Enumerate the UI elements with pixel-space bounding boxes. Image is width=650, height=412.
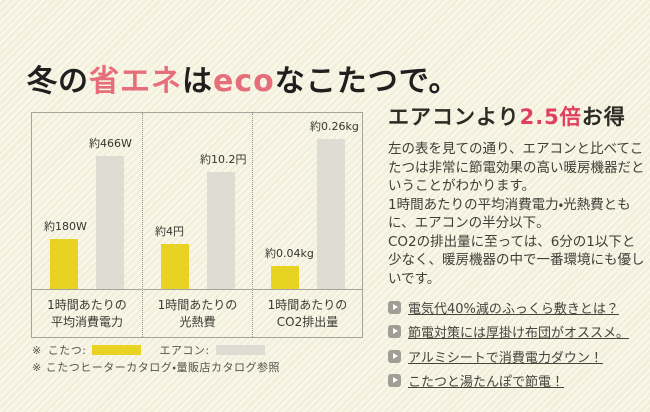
chart-column: 約180W 約466W 1時間あたりの 平均消費電力 xyxy=(32,113,142,337)
legend-label: こたつ: xyxy=(47,344,87,357)
bar-value-label-aircon: 約466W xyxy=(89,137,132,150)
title-segment: 冬の xyxy=(27,64,89,100)
bar-aircon xyxy=(96,156,124,289)
legend-swatch xyxy=(92,345,142,355)
bar-kotatsu xyxy=(271,266,299,289)
arrow-right-icon xyxy=(388,300,401,314)
heading-segment: エアコンより xyxy=(388,105,520,129)
bar-value-label-kotatsu: 約0.04kg xyxy=(265,247,314,260)
paragraph-sentence: 1時間あたりの平均消費電力・光熱費ともに、エアコンの半分以下。 xyxy=(388,196,631,232)
chart-plot: 約4円 約10.2円 xyxy=(143,113,252,289)
legend-item: こたつ: xyxy=(48,342,142,358)
bar-value-label-kotatsu: 約4円 xyxy=(155,225,184,238)
bar-aircon xyxy=(207,172,235,289)
heading-segment: お得 xyxy=(581,105,626,129)
arrow-right-icon xyxy=(388,325,401,339)
link-item[interactable]: 電気代40%減のふっくら敷きとは？ xyxy=(388,295,646,320)
title-segment-accent: eco xyxy=(213,64,275,100)
chart-plot: 約0.04kg 約0.26kg xyxy=(253,113,362,289)
category-label: 1時間あたりの 平均消費電力 xyxy=(32,289,142,337)
bar-aircon xyxy=(317,139,345,289)
link-label: アルミシートで消費電力ダウン！ xyxy=(408,350,603,366)
category-label: 1時間あたりの CO2排出量 xyxy=(253,289,362,337)
source-note: ※ こたつヒーターカタログ・量販店カタログ参照 xyxy=(32,361,280,374)
panel-paragraph: 左の表を見ての通り、エアコンと比べてこたつは非常に節電効果の高い暖房機器だという… xyxy=(388,140,646,288)
heading-segment-accent: 2.5倍 xyxy=(519,105,582,129)
chart-column: 約0.04kg 約0.26kg 1時間あたりの CO2排出量 xyxy=(252,113,362,337)
link-label: 電気代40%減のふっくら敷きとは？ xyxy=(408,301,619,317)
legend-note-mark: ※ xyxy=(32,343,42,357)
legend-label: エアコン: xyxy=(159,344,210,357)
link-label: 節電対策には厚掛け布団がオススメ。 xyxy=(408,326,630,342)
chart-plot: 約180W 約466W xyxy=(32,113,142,289)
bar-value-label-kotatsu: 約180W xyxy=(44,220,87,233)
link-label: こたつと湯たんぽで節電！ xyxy=(408,375,565,391)
bar-chart: 約180W 約466W 1時間あたりの 平均消費電力 約4円 約10.2円 1時… xyxy=(31,112,363,338)
info-panel: エアコンより2.5倍お得 左の表を見ての通り、エアコンと比べてこたつは非常に節電… xyxy=(388,101,646,393)
legend-swatch xyxy=(215,345,265,355)
chart-column: 約4円 約10.2円 1時間あたりの 光熱費 xyxy=(142,113,252,337)
paragraph-sentence: 左の表を見ての通り、エアコンと比べてこたつは非常に節電効果の高い暖房機器だという… xyxy=(388,141,645,194)
link-item[interactable]: こたつと湯たんぽで節電！ xyxy=(388,369,646,394)
page-title: 冬の省エネはecoなこたつで。 xyxy=(27,56,460,100)
title-segment: なこたつで。 xyxy=(274,64,460,100)
bar-value-label-aircon: 約10.2円 xyxy=(200,153,247,166)
legend-item: エアコン: xyxy=(159,342,265,358)
title-segment: は xyxy=(182,64,213,100)
title-segment-accent: 省エネ xyxy=(89,64,182,100)
link-item[interactable]: アルミシートで消費電力ダウン！ xyxy=(388,344,646,369)
links-list: 電気代40%減のふっくら敷きとは？ 節電対策には厚掛け布団がオススメ。 アルミシ… xyxy=(388,295,646,393)
bar-kotatsu xyxy=(161,244,189,289)
bar-value-label-aircon: 約0.26kg xyxy=(310,120,359,133)
category-label: 1時間あたりの 光熱費 xyxy=(143,289,252,337)
panel-heading: エアコンより2.5倍お得 xyxy=(388,101,646,131)
chart-legend: ※ こたつ: エアコン: xyxy=(32,343,283,357)
bar-kotatsu xyxy=(50,239,78,289)
arrow-right-icon xyxy=(388,349,401,363)
link-item[interactable]: 節電対策には厚掛け布団がオススメ。 xyxy=(388,320,646,345)
arrow-right-icon xyxy=(388,374,401,388)
paragraph-sentence: CO2の排出量に至っては、6分の1以下と少なく、暖房機器の中で一番環境にも優しい… xyxy=(388,233,645,287)
